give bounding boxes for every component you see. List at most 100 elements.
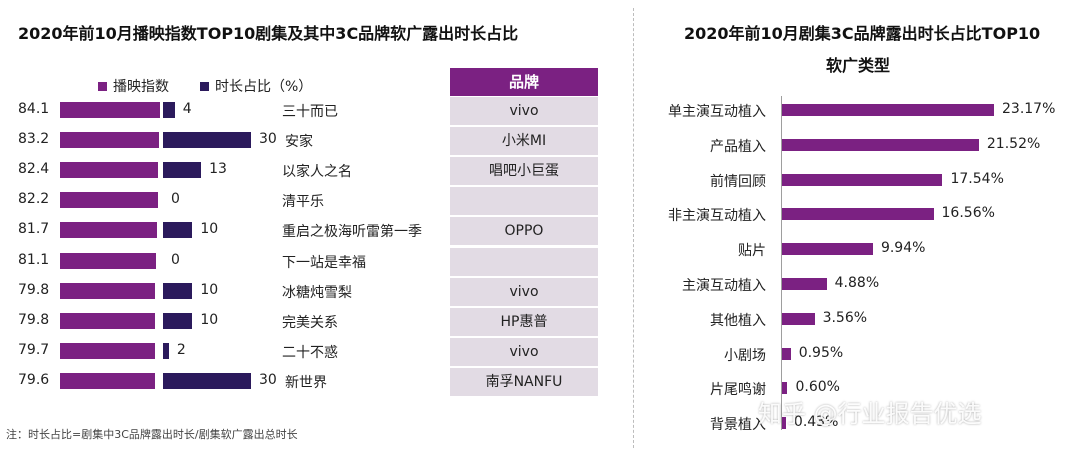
bar: [782, 417, 786, 430]
legend-label-share: 时长占比（%）: [215, 79, 313, 95]
index-value-label: 83.2: [18, 131, 50, 148]
index-bar: [60, 222, 158, 239]
index-bar: [60, 162, 158, 179]
bar: [782, 173, 943, 186]
share-bar: [163, 312, 193, 329]
index-value-label: 81.7: [18, 221, 50, 238]
bar-value-label: 9.94%: [880, 240, 926, 257]
drama-name-label: 安家: [285, 134, 313, 151]
index-bar: [60, 342, 155, 359]
category-label: 产品植入: [710, 138, 766, 155]
category-label: 前情回顾: [710, 173, 766, 190]
category-label: 其他植入: [710, 312, 766, 329]
share-bar: [163, 342, 169, 359]
index-bar: [60, 282, 155, 299]
brand-cell: HP惠普: [450, 307, 598, 336]
share-bar: [163, 162, 202, 179]
brand-cell: 南孚NANFU: [450, 367, 598, 396]
brand-cell: 小米MI: [450, 127, 598, 156]
index-bar: [60, 372, 155, 389]
legend-label-index: 播映指数: [113, 79, 169, 95]
drama-name-label: 清平乐: [282, 194, 324, 211]
bar: [782, 312, 815, 325]
drama-name-label: 新世界: [285, 374, 327, 391]
index-value-label: 79.8: [18, 281, 50, 298]
legend-swatch-index: [98, 81, 107, 91]
brand-cell: vivo: [450, 97, 598, 125]
brand-column-header: 品牌: [450, 68, 598, 96]
share-value-label: 13: [209, 161, 227, 178]
category-label: 片尾鸣谢: [710, 382, 766, 399]
index-bar: [60, 252, 157, 269]
share-value-label: 2: [176, 341, 186, 358]
bar-value-label: 3.56%: [822, 309, 868, 326]
index-value-label: 79.6: [18, 371, 50, 388]
share-bar: [163, 282, 193, 299]
index-value-label: 82.4: [18, 161, 50, 178]
drama-name-label: 以家人之名: [282, 164, 352, 181]
index-bar: [60, 102, 160, 118]
drama-name-label: 冰糖炖雪梨: [282, 284, 352, 301]
share-value-label: 30: [259, 371, 277, 388]
panel-divider: [633, 8, 634, 448]
brand-cell: vivo: [450, 277, 598, 306]
right-chart-title-line1: 2020年前10月剧集3C品牌露出时长占比TOP10: [684, 24, 1041, 43]
legend-swatch-share: [200, 81, 209, 91]
bar-value-label: 16.56%: [941, 205, 995, 222]
drama-name-label: 下一站是幸福: [282, 254, 366, 271]
share-bar: [163, 102, 175, 118]
drama-name-label: 二十不惑: [282, 344, 338, 361]
category-axis-line: [781, 96, 782, 430]
right-chart-title-line2: 软广类型: [826, 56, 891, 75]
bar-value-label: 4.88%: [834, 275, 880, 291]
bar: [782, 138, 979, 151]
brand-cell: 唱吧小巨蛋: [450, 157, 598, 186]
bar: [782, 104, 994, 116]
share-bar: [163, 132, 251, 149]
brand-cell: [450, 247, 598, 276]
share-value-label: 10: [200, 221, 219, 238]
bar-value-label: 23.17%: [1002, 101, 1056, 117]
bar: [782, 382, 788, 395]
bar: [782, 278, 827, 290]
bar-value-label: 0.95%: [798, 344, 844, 361]
share-bar: [163, 372, 251, 389]
index-bar: [60, 132, 159, 149]
legend-item-index: 播映指数: [98, 76, 169, 96]
bar-value-label: 17.54%: [950, 170, 1004, 187]
index-bar: [60, 192, 158, 209]
bar-value-label: 21.52%: [986, 135, 1041, 152]
share-value-label: 10: [200, 311, 219, 328]
bar-value-label: 0.43%: [793, 414, 839, 431]
share-value-label: 0: [171, 251, 180, 268]
bar-value-label: 0.60%: [795, 379, 840, 396]
drama-name-label: 重启之极海听雷第一季: [282, 224, 422, 241]
drama-name-label: 三十而已: [282, 104, 338, 120]
index-bar: [60, 312, 155, 329]
share-value-label: 10: [200, 281, 219, 298]
brand-cell: vivo: [450, 337, 598, 366]
share-value-label: 0: [171, 191, 180, 208]
share-bar: [163, 222, 193, 239]
brand-cell: [450, 187, 598, 216]
legend-item-share: 时长占比（%）: [200, 76, 312, 96]
bar: [782, 208, 934, 221]
category-label: 小剧场: [724, 347, 766, 364]
share-value-label: 30: [259, 131, 277, 148]
bar: [782, 347, 791, 360]
share-value-label: 4: [182, 101, 192, 117]
drama-name-label: 完美关系: [282, 314, 338, 331]
left-chart-title: 2020年前10月播映指数TOP10剧集及其中3C品牌软广露出时长占比: [18, 24, 519, 43]
category-label: 贴片: [738, 243, 766, 260]
category-label: 背景植入: [710, 417, 766, 434]
footnote: 注：时长占比=剧集中3C品牌露出时长/剧集软广露出总时长: [6, 428, 298, 441]
category-label: 主演互动植入: [682, 278, 766, 294]
brand-cell: OPPO: [450, 217, 598, 246]
index-value-label: 79.7: [18, 341, 50, 358]
index-value-label: 81.1: [18, 251, 50, 268]
index-value-label: 79.8: [18, 311, 50, 328]
category-label: 单主演互动植入: [668, 104, 766, 120]
index-value-label: 84.1: [18, 101, 50, 117]
bar: [782, 243, 873, 256]
index-value-label: 82.2: [18, 191, 50, 208]
